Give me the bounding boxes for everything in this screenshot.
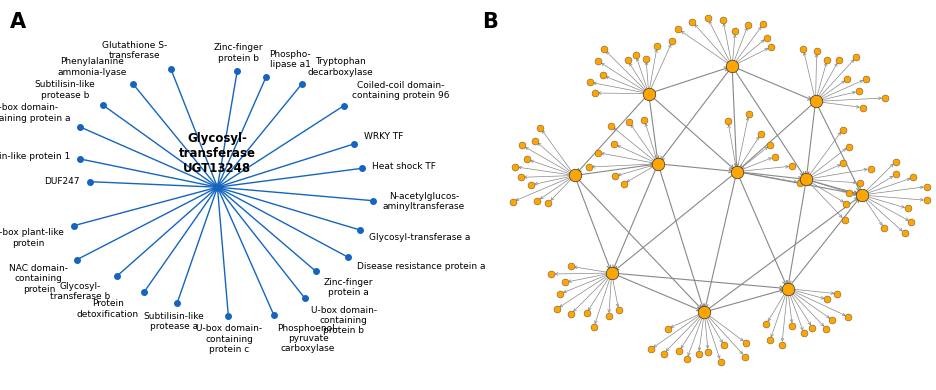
Text: Germin-like protein 1: Germin-like protein 1 <box>0 152 70 161</box>
Text: Glutathione S-
transferase: Glutathione S- transferase <box>102 41 168 60</box>
Text: Subtilisin-like
protease b: Subtilisin-like protease b <box>35 80 95 100</box>
Text: NAC domain-
containing
protein: NAC domain- containing protein <box>9 264 68 294</box>
Text: Zinc-finger
protein a: Zinc-finger protein a <box>323 278 373 297</box>
Text: F-box plant-like
protein: F-box plant-like protein <box>0 229 64 248</box>
Text: Subtilisin-like
protease a: Subtilisin-like protease a <box>144 312 205 331</box>
Text: Coiled-coil domain-
containing protein 96: Coiled-coil domain- containing protein 9… <box>352 81 450 100</box>
Text: Tryptophan
decarboxylase: Tryptophan decarboxylase <box>308 57 373 76</box>
Text: Glycosyl-transferase a: Glycosyl-transferase a <box>370 233 471 242</box>
Text: Heat shock TF: Heat shock TF <box>373 163 436 172</box>
Text: U-box domain-
containing
protein c: U-box domain- containing protein c <box>196 324 262 354</box>
Text: Phospho-
lipase a1: Phospho- lipase a1 <box>270 50 311 69</box>
Text: A: A <box>9 12 25 32</box>
Text: WRKY TF: WRKY TF <box>364 132 403 141</box>
Text: Phosphoenol-
pyruvate
carboxylase: Phosphoenol- pyruvate carboxylase <box>278 324 339 353</box>
Text: U-box domain-
containing
protein b: U-box domain- containing protein b <box>311 306 377 335</box>
Text: Zinc-finger
protein b: Zinc-finger protein b <box>213 43 263 63</box>
Text: Phenylalanine
ammonia-lyase: Phenylalanine ammonia-lyase <box>58 57 127 76</box>
Text: Disease resistance protein a: Disease resistance protein a <box>357 262 486 271</box>
Text: DUF247: DUF247 <box>44 177 80 186</box>
Text: B: B <box>482 12 498 32</box>
Text: Glycosyl-
transferase b: Glycosyl- transferase b <box>51 282 110 301</box>
Text: Glycosyl-
transferase
UGT13248: Glycosyl- transferase UGT13248 <box>179 133 256 176</box>
Text: N-acetylglucos-
aminyltransferase: N-acetylglucos- aminyltransferase <box>383 192 465 211</box>
Text: U-box domain-
containing protein a: U-box domain- containing protein a <box>0 103 70 123</box>
Text: Protein
detoxification: Protein detoxification <box>77 300 139 319</box>
